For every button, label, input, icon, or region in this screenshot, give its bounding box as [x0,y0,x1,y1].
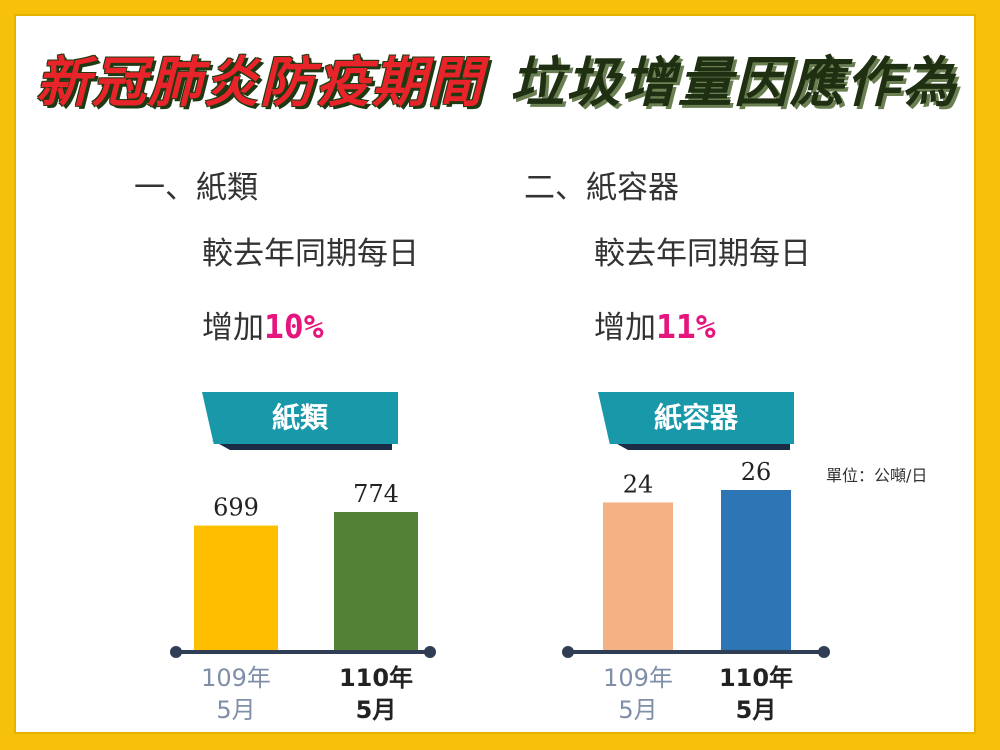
increase-prefix-container: 增加 [594,310,656,346]
data-label-paper-0: 699 [213,494,259,522]
banner-title-right: 垃圾增量因應作為 [510,51,958,114]
section-heading-container: 二、紙容器 [524,170,679,206]
bar-charts: 699 109年 5月 774 110年 5月 24 109年 5月 26 110年 5月 [170,458,830,724]
axis-endpoint-right-container [818,646,830,658]
data-label-container-0: 24 [623,470,654,498]
category-label-container-0-0: 109年 [603,664,673,692]
section-line-paper: 較去年同期每日 [202,236,419,272]
ribbon-label-container: 紙容器 [653,401,738,434]
bar-paper-0 [194,525,278,652]
section-heading-paper: 一、紙類 [134,170,258,206]
category-label-paper-0-0: 109年 [201,664,271,692]
bar-container-1 [721,490,791,652]
ribbon-label-paper: 紙類 [271,401,328,434]
increase-text-paper: 增加10% [202,302,324,347]
ribbon-shadow-paper [212,440,392,450]
increase-value-paper: 10% [264,307,324,346]
category-label-container-1-1: 5月 [736,696,777,724]
bar-paper-1 [334,512,418,652]
ribbon-paper: 紙類 [202,392,398,444]
bar-container-0 [603,502,673,652]
banner-title-left: 新冠肺炎防疫期間 [36,51,484,114]
title-banner: 新冠肺炎防疫期間 垃圾增量因應作為 [16,38,974,128]
section-line-container: 較去年同期每日 [594,236,811,272]
category-label-paper-1-0: 110年 [339,664,413,692]
unit-label: 單位：公噸/日 [826,466,928,485]
data-label-container-1: 26 [741,458,772,486]
increase-value-container: 11% [656,307,716,346]
ribbon-container: 紙容器 [598,392,794,444]
category-label-container-0-1: 5月 [618,696,657,724]
axis-endpoint-right-paper [424,646,436,658]
increase-prefix-paper: 增加 [202,310,264,346]
axis-endpoint-left-container [562,646,574,658]
category-label-paper-0-1: 5月 [216,696,255,724]
category-label-container-1-0: 110年 [719,664,793,692]
category-label-paper-1-1: 5月 [356,696,397,724]
ribbon-shadow-container [610,440,790,450]
data-label-paper-1: 774 [353,480,399,508]
content-panel: 新冠肺炎防疫期間 垃圾增量因應作為 一、紙類 較去年同期每日 增加10% 紙類 … [14,14,976,734]
increase-text-container: 增加11% [594,302,716,347]
axis-endpoint-left-paper [170,646,182,658]
